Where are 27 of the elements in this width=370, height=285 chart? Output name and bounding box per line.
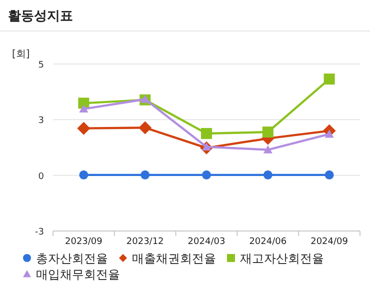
y-tick-label: 5 bbox=[38, 60, 44, 70]
legend-label: 총자산회전율 bbox=[36, 252, 108, 266]
point bbox=[262, 126, 274, 138]
point bbox=[138, 121, 152, 134]
point bbox=[202, 170, 211, 180]
point bbox=[324, 170, 334, 180]
point bbox=[201, 128, 212, 139]
point bbox=[77, 122, 90, 135]
y-axis-title: [회] bbox=[12, 49, 30, 60]
legend-label: 매입채무회전율 bbox=[36, 268, 120, 282]
x-tick-label: 2023/12 bbox=[126, 237, 164, 247]
y-tick-label: 0 bbox=[38, 172, 44, 182]
x-tick-label: 2024/09 bbox=[310, 237, 348, 247]
point bbox=[263, 145, 272, 154]
legend-label: 재고자산회전율 bbox=[240, 252, 324, 266]
point bbox=[79, 170, 88, 180]
point bbox=[140, 170, 150, 180]
y-tick-label: 3 bbox=[38, 116, 44, 126]
point bbox=[263, 170, 272, 180]
x-tick-label: 2024/03 bbox=[188, 237, 226, 247]
x-tick-label: 2024/06 bbox=[249, 237, 287, 247]
legend-label: 매출채권회전율 bbox=[132, 252, 216, 266]
y-tick-label: -3 bbox=[35, 228, 44, 238]
x-tick-label: 2023/09 bbox=[65, 237, 103, 247]
point bbox=[79, 104, 88, 113]
point bbox=[324, 74, 335, 85]
chart-title: 활동성지표 bbox=[8, 9, 73, 24]
